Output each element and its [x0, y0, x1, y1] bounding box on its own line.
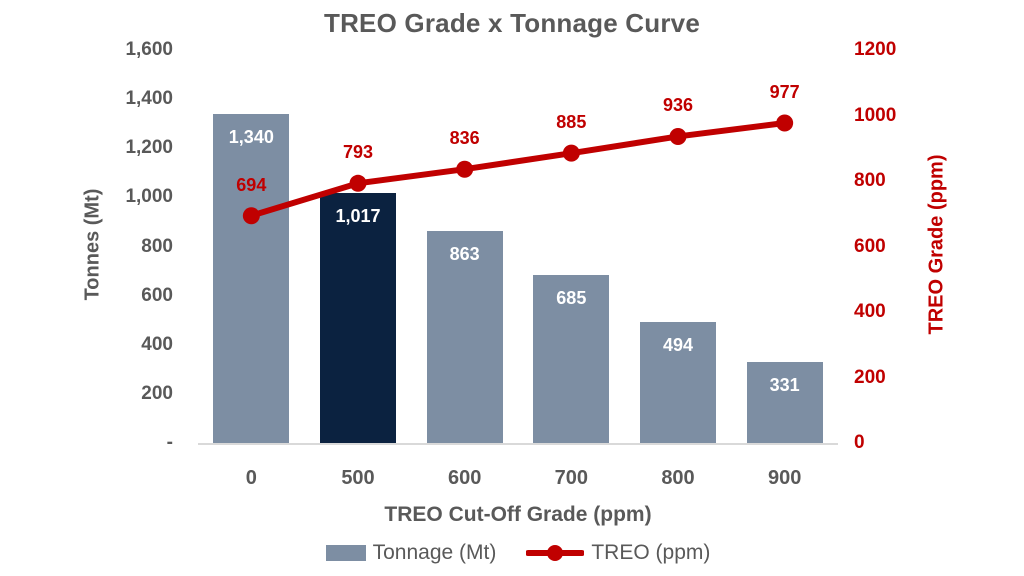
x-tick-600: 600 — [447, 467, 482, 489]
line-value-label: 977 — [769, 82, 800, 103]
right-tick-600: 600 — [854, 235, 886, 257]
chart-title: TREO Grade x Tonnage Curve — [323, 8, 701, 38]
right-tick-200: 200 — [854, 366, 886, 388]
bar-500: 1,017 — [320, 193, 396, 443]
bar-800: 494 — [640, 321, 716, 443]
left-tick-200: 200 — [141, 382, 173, 404]
bar-600: 863 — [426, 231, 503, 443]
x-tick-0: 0 — [245, 467, 257, 489]
line-series — [242, 114, 794, 225]
bar-value-label: 685 — [556, 287, 587, 308]
line-marker-600 — [456, 160, 474, 178]
line-value-label: 694 — [236, 174, 267, 195]
x-tick-500: 500 — [341, 467, 375, 489]
line-marker-700 — [562, 144, 580, 162]
left-tick-1,000: 1,000 — [125, 186, 173, 208]
left-tick-1,400: 1,400 — [125, 88, 173, 110]
bar-900: 331 — [746, 361, 823, 443]
right-tick-400: 400 — [854, 301, 886, 322]
x-tick-900: 900 — [767, 467, 802, 489]
bar-700: 685 — [533, 274, 610, 443]
bar-0: 1,340 — [213, 113, 290, 443]
left-tick-1,200: 1,200 — [125, 137, 173, 159]
right-tick-800: 800 — [854, 170, 886, 191]
legend-label-treo: TREO (ppm) — [591, 541, 711, 564]
bar-value-label: 1,340 — [228, 126, 274, 147]
left-tick-400: 400 — [141, 333, 173, 355]
bar-value-label: 1,017 — [335, 206, 381, 227]
bar-value-label: 331 — [769, 374, 800, 395]
x-axis-title: TREO Cut-Off Grade (ppm) — [384, 503, 652, 526]
right-tick-1200: 1200 — [854, 39, 897, 60]
x-tick-700: 700 — [554, 467, 589, 489]
plot-area: 1,340 1,017 863 685 494 331 694 793 836 885 936 97… — [198, 50, 838, 445]
legend: Tonnage (Mt) TREO (ppm) — [198, 537, 838, 569]
treo-line — [248, 120, 788, 219]
x-tick-800: 800 — [661, 467, 695, 489]
legend-item-treo: TREO (ppm) — [526, 541, 710, 565]
tonnage-bar-swatch-icon — [325, 545, 366, 561]
left-tick-600: 600 — [141, 284, 173, 306]
left-tick-800: 800 — [141, 235, 173, 257]
left-tick--: - — [166, 432, 173, 453]
line-value-label: 885 — [556, 112, 587, 133]
bar-value-label: 863 — [449, 244, 480, 265]
legend-item-tonnage: Tonnage (Mt) — [325, 541, 497, 565]
line-marker-500 — [349, 174, 367, 192]
right-tick-1000: 1000 — [854, 104, 897, 126]
bar-value-label: 494 — [662, 334, 694, 355]
line-value-label: 793 — [342, 142, 374, 163]
left-tick-1,600: 1,600 — [125, 39, 173, 60]
legend-label-tonnage: Tonnage (Mt) — [372, 541, 497, 564]
line-marker-800 — [669, 127, 687, 145]
treo-line-marker-icon — [526, 544, 585, 562]
line-marker-0 — [242, 207, 260, 225]
line-value-label: 936 — [662, 95, 694, 116]
line-value-label: 836 — [449, 128, 480, 149]
line-marker-900 — [776, 114, 794, 132]
right-tick-0: 0 — [854, 432, 865, 453]
